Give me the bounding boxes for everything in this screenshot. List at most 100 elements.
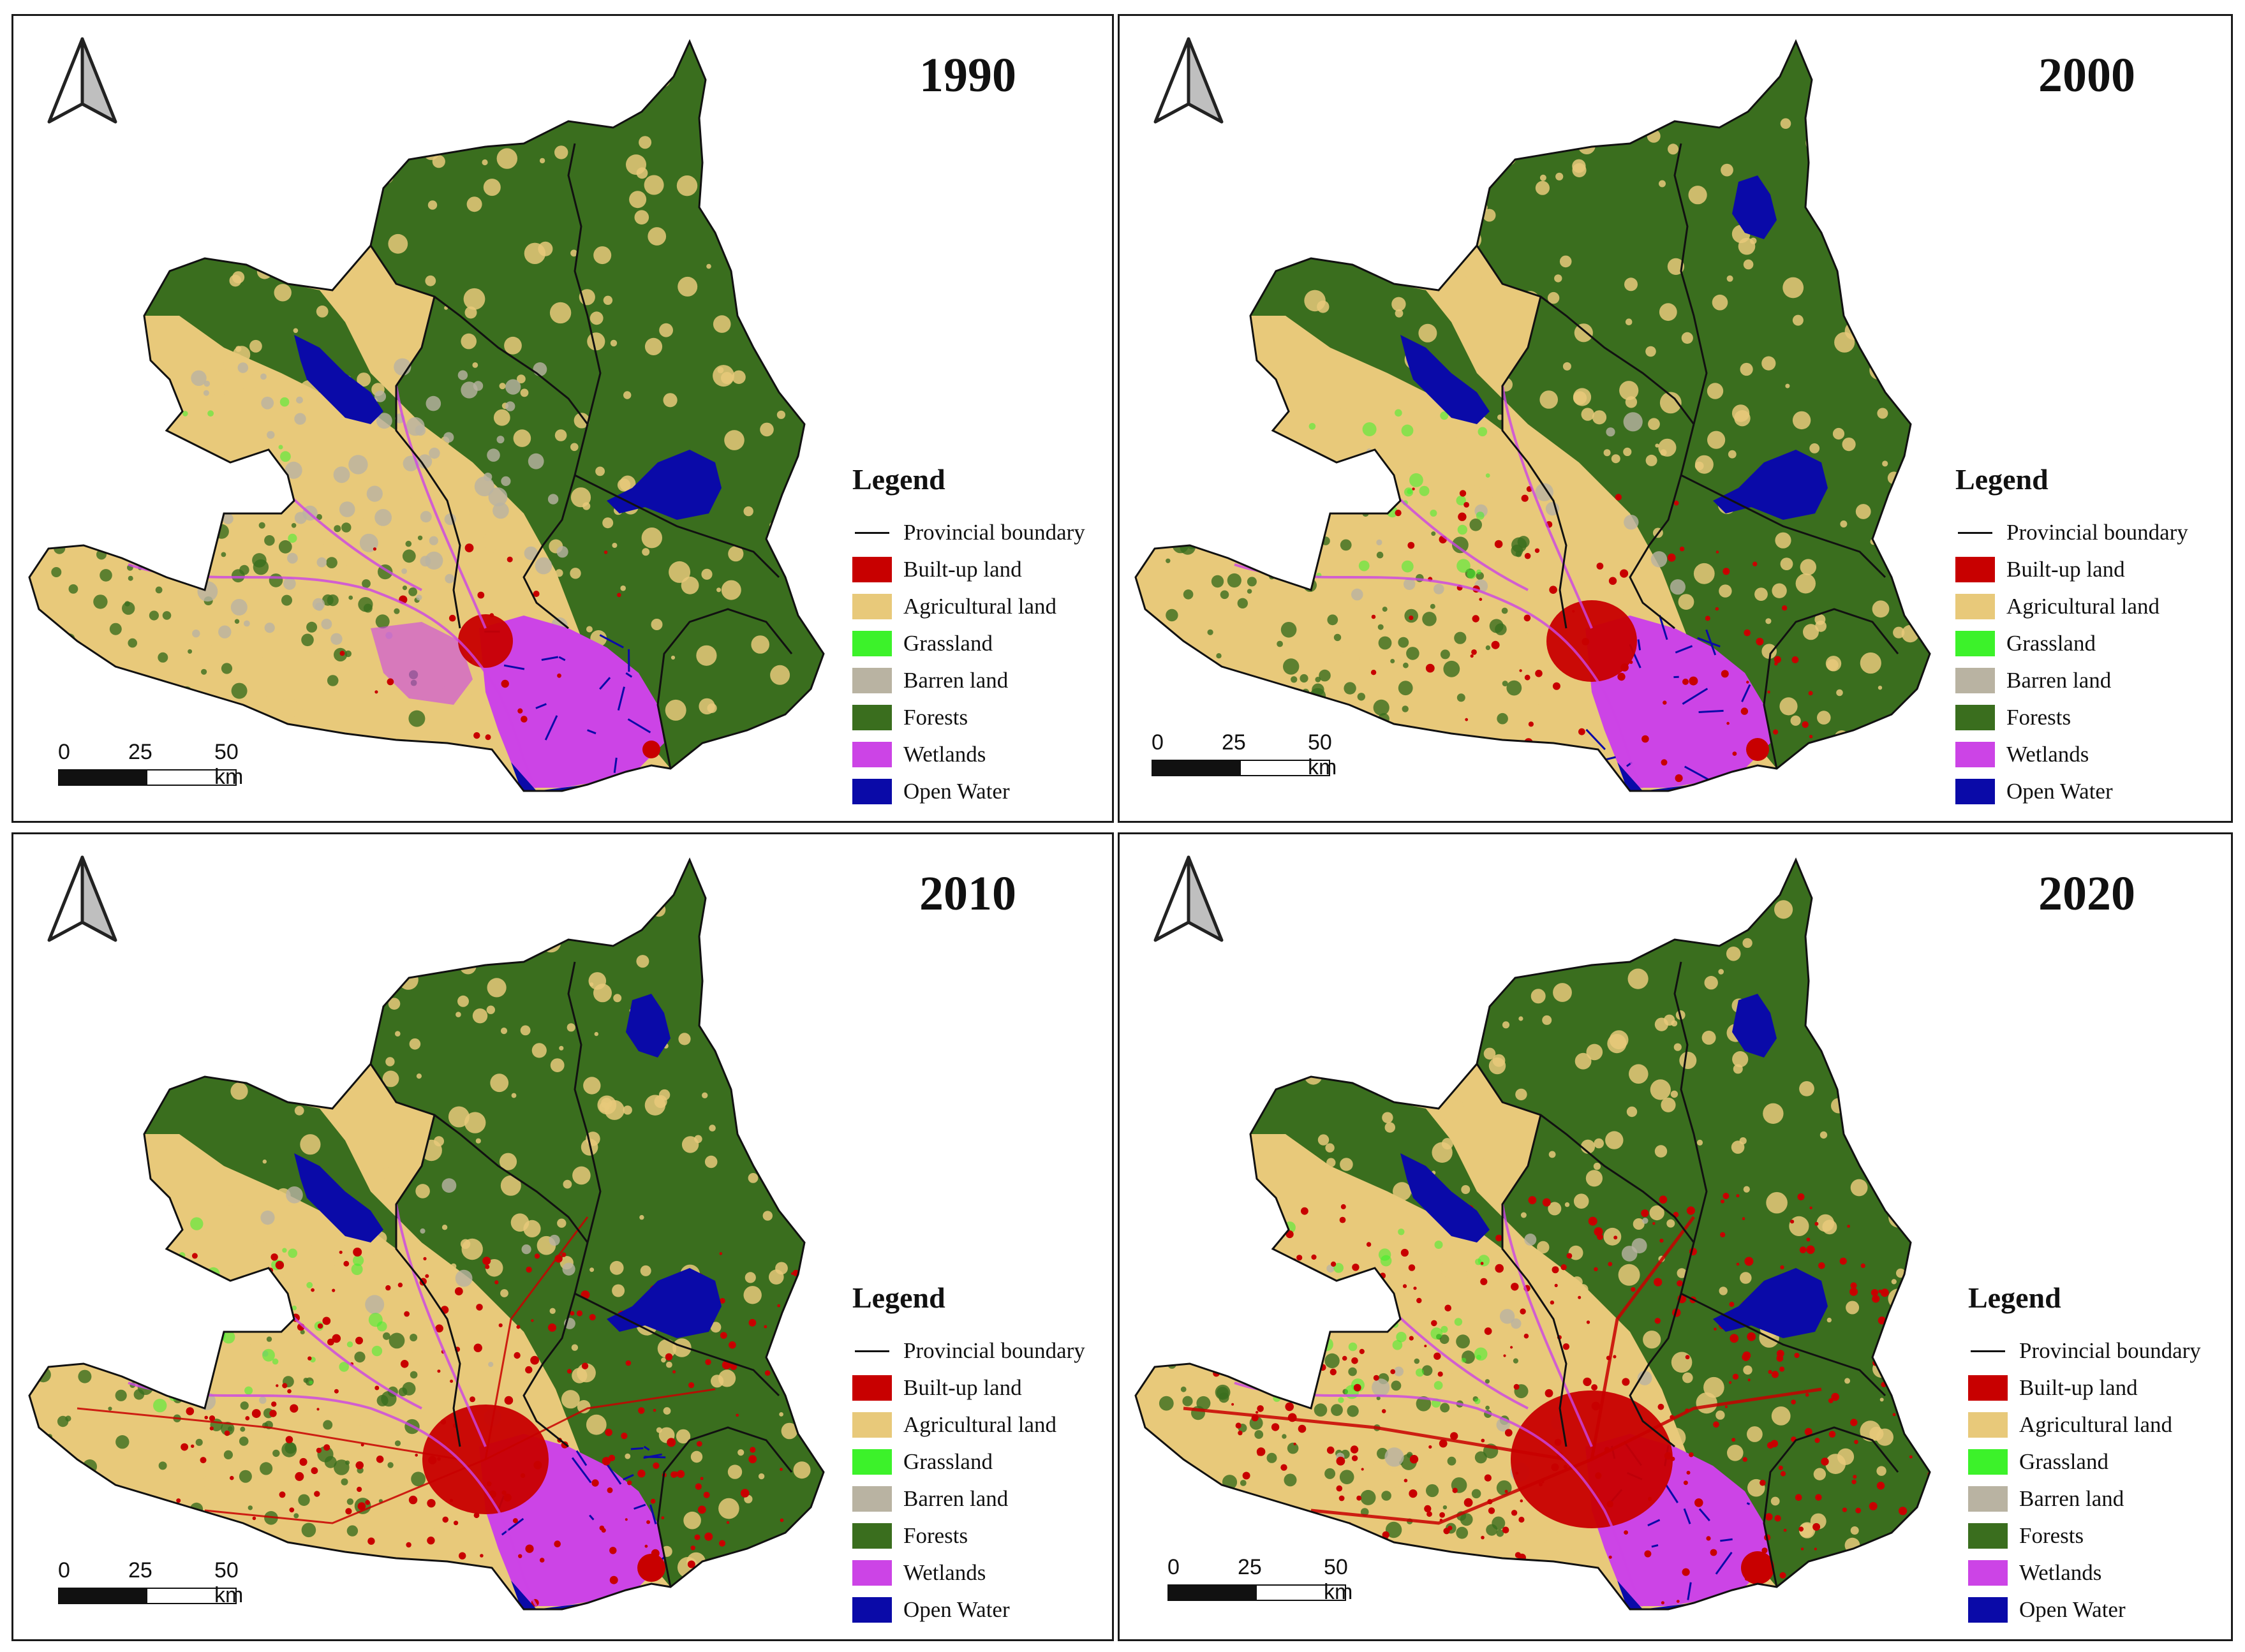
- legend-swatch: [1968, 1412, 2008, 1438]
- grassland-patch: [1474, 1398, 1481, 1405]
- wetland-area: [479, 616, 664, 788]
- built-up-patch: [1850, 1282, 1857, 1289]
- grassland-patch: [1250, 1372, 1260, 1382]
- built-up-patch: [1405, 765, 1414, 774]
- built-up-patch: [1912, 1260, 1921, 1269]
- legend-swatch: [1955, 705, 1995, 730]
- built-up-patch: [1664, 1452, 1672, 1460]
- built-up-patch: [1266, 1376, 1272, 1382]
- built-up-patch: [1756, 637, 1764, 645]
- forest-patch: [1166, 518, 1179, 531]
- legend-swatch: [1955, 520, 1995, 545]
- barren-patch: [1384, 1447, 1404, 1467]
- barren-patch: [1372, 1378, 1390, 1397]
- forest-patch: [73, 661, 91, 679]
- agricultural-patch: [1765, 618, 1772, 624]
- forest-patch: [1166, 608, 1178, 622]
- built-up-patch: [1595, 1472, 1602, 1479]
- agricultural-patch: [600, 885, 618, 903]
- agricultural-patch: [676, 1429, 691, 1444]
- agricultural-patch: [493, 912, 514, 934]
- agricultural-patch: [1393, 1182, 1412, 1201]
- agricultural-patch: [292, 195, 308, 210]
- built-up-patch: [750, 1447, 756, 1453]
- built-up-patch: [1779, 1572, 1786, 1579]
- built-up-patch: [1953, 1338, 1959, 1343]
- agricultural-patch: [1603, 1227, 1622, 1246]
- barren-patch: [417, 454, 433, 469]
- built-up-patch: [1806, 1237, 1811, 1242]
- land-cover-layer: [1136, 41, 1930, 791]
- agricultural-patch: [420, 1510, 440, 1530]
- built-up-patch: [1505, 1593, 1512, 1601]
- agricultural-patch: [1583, 573, 1596, 586]
- built-up-patch: [482, 1257, 491, 1265]
- channel: [1585, 728, 1606, 751]
- built-up-patch: [1644, 1550, 1652, 1558]
- grassland-patch: [1467, 569, 1477, 579]
- built-up-patch: [1351, 1357, 1358, 1364]
- agricultural-patch: [1624, 277, 1638, 291]
- agricultural-patch: [1731, 404, 1750, 422]
- built-up-patch: [1932, 1523, 1936, 1526]
- agricultural-patch: [1585, 1170, 1603, 1187]
- channel: [1658, 615, 1668, 640]
- agricultural-patch: [1682, 1372, 1693, 1383]
- agricultural-patch: [1530, 989, 1546, 1004]
- legend-label: Forests: [2006, 705, 2071, 730]
- legend-label: Grassland: [903, 631, 993, 656]
- built-up-patch: [332, 1334, 341, 1343]
- built-up-patch: [1513, 1383, 1520, 1390]
- built-up-patch: [450, 1380, 454, 1383]
- forest-patch: [1382, 607, 1388, 612]
- grassland-patch: [1416, 1368, 1424, 1377]
- legend-swatch: [852, 1412, 892, 1438]
- agricultural-patch: [1326, 1320, 1331, 1325]
- forest-patch: [1151, 1331, 1160, 1340]
- built-up-patch: [1528, 1196, 1537, 1204]
- agricultural-patch: [1611, 454, 1620, 464]
- built-up-patch: [1876, 1482, 1885, 1490]
- agricultural-patch: [757, 1025, 767, 1035]
- forest-patch: [234, 1533, 244, 1544]
- legend-swatch: [1955, 779, 1995, 804]
- agricultural-patch: [789, 210, 801, 224]
- built-up-patch: [1705, 616, 1710, 621]
- agricultural-patch: [1789, 1216, 1809, 1236]
- agricultural-patch: [374, 165, 394, 185]
- agricultural-patch: [197, 462, 218, 483]
- forest-patch: [71, 1488, 87, 1505]
- built-up-patch: [260, 1565, 267, 1572]
- built-up-patch: [170, 1271, 177, 1277]
- barren-patch: [316, 557, 327, 568]
- agricultural-patch: [639, 136, 652, 149]
- agricultural-patch: [1879, 111, 1895, 128]
- forest-patch: [322, 594, 334, 606]
- forest-patch: [394, 608, 400, 614]
- forest-patch: [260, 1462, 273, 1475]
- built-up-patch: [212, 1303, 220, 1311]
- agricultural-patch: [793, 479, 808, 494]
- forest-patch: [1211, 575, 1224, 588]
- built-up-patch: [1911, 1299, 1920, 1306]
- agricultural-patch: [466, 196, 482, 212]
- agricultural-patch: [1501, 1375, 1518, 1392]
- provincial-boundary: [1680, 474, 1886, 579]
- agricultural-patch: [1792, 314, 1804, 326]
- agricultural-patch: [1483, 209, 1496, 222]
- built-up-patch: [567, 1369, 572, 1374]
- forest-patch: [94, 1491, 99, 1496]
- built-up-patch: [427, 1581, 432, 1586]
- built-up-patch: [1899, 1507, 1908, 1516]
- agricultural-patch: [1407, 49, 1423, 65]
- agricultural-patch: [1371, 645, 1388, 663]
- agricultural-patch: [1474, 1154, 1481, 1163]
- agricultural-patch: [1439, 744, 1456, 762]
- built-up-patch: [1847, 1225, 1850, 1228]
- built-up-patch: [415, 1454, 418, 1457]
- built-up-patch: [379, 1630, 387, 1638]
- agricultural-patch: [1414, 77, 1433, 94]
- built-up-patch: [1778, 1465, 1783, 1470]
- built-up-patch: [1303, 1332, 1310, 1338]
- built-up-patch: [1648, 1612, 1656, 1619]
